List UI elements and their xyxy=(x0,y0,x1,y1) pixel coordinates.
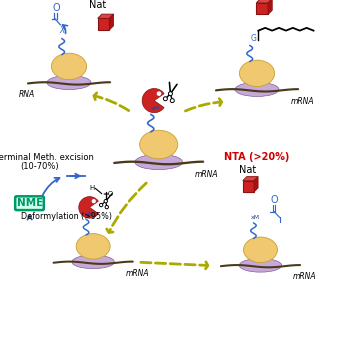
Ellipse shape xyxy=(140,130,178,159)
Circle shape xyxy=(105,205,108,209)
Text: Nat: Nat xyxy=(239,165,256,175)
Text: mRNA: mRNA xyxy=(291,97,314,106)
Ellipse shape xyxy=(235,82,279,97)
Text: X: X xyxy=(59,26,64,35)
Ellipse shape xyxy=(47,76,91,90)
Text: mRNA: mRNA xyxy=(126,269,149,278)
Text: NME: NME xyxy=(17,198,43,208)
Text: G: G xyxy=(250,34,256,43)
Text: xM: xM xyxy=(151,106,160,111)
Circle shape xyxy=(104,199,107,203)
Wedge shape xyxy=(79,197,98,218)
FancyBboxPatch shape xyxy=(256,3,268,14)
Circle shape xyxy=(170,99,174,102)
Text: O: O xyxy=(52,3,60,13)
Text: mRNA: mRNA xyxy=(195,170,219,179)
Ellipse shape xyxy=(72,255,115,269)
Polygon shape xyxy=(109,14,114,30)
Circle shape xyxy=(157,92,160,95)
Ellipse shape xyxy=(135,155,183,170)
Text: Deformylation (>95%): Deformylation (>95%) xyxy=(21,212,112,221)
FancyBboxPatch shape xyxy=(243,181,254,192)
Circle shape xyxy=(168,92,172,96)
FancyBboxPatch shape xyxy=(15,196,44,210)
Polygon shape xyxy=(98,14,114,18)
Circle shape xyxy=(99,203,103,207)
Circle shape xyxy=(164,97,167,101)
Circle shape xyxy=(92,200,95,203)
Wedge shape xyxy=(142,89,164,113)
Text: NTA (>20%): NTA (>20%) xyxy=(224,152,290,162)
Text: Nat: Nat xyxy=(89,0,106,10)
Ellipse shape xyxy=(51,53,87,80)
Text: =O: =O xyxy=(102,191,114,197)
Polygon shape xyxy=(268,0,272,14)
Ellipse shape xyxy=(239,60,275,87)
Text: xM: xM xyxy=(85,212,94,217)
Text: xM: xM xyxy=(251,215,260,220)
Text: N-terminal Meth. excision: N-terminal Meth. excision xyxy=(0,153,93,162)
Text: mRNA: mRNA xyxy=(293,273,317,282)
Polygon shape xyxy=(256,0,272,3)
FancyBboxPatch shape xyxy=(98,18,109,30)
Ellipse shape xyxy=(244,237,277,263)
Text: O: O xyxy=(270,195,278,205)
Polygon shape xyxy=(243,177,258,181)
Polygon shape xyxy=(254,177,258,192)
Text: RNA: RNA xyxy=(19,90,35,99)
Text: (10-70%): (10-70%) xyxy=(20,162,59,171)
Text: H: H xyxy=(89,185,95,191)
Ellipse shape xyxy=(76,234,110,259)
Ellipse shape xyxy=(239,258,282,272)
